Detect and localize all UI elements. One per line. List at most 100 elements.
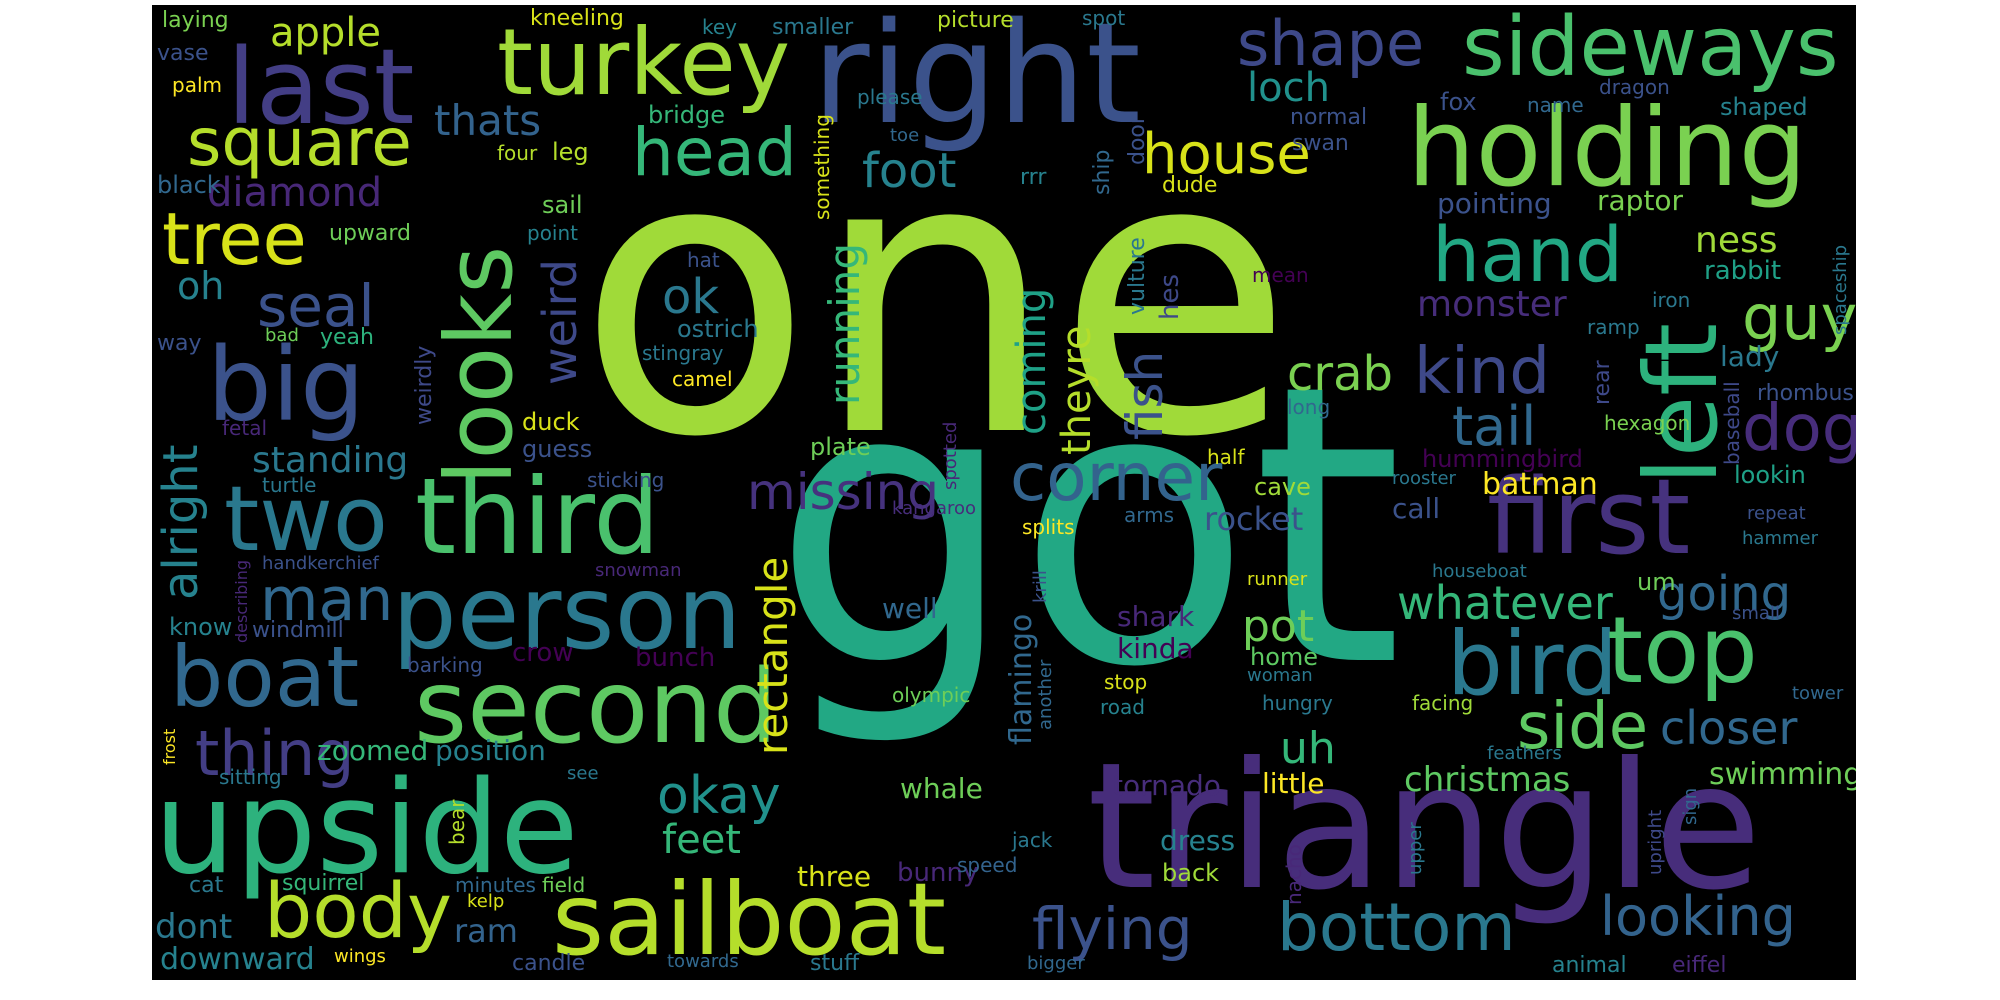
word-sail: sail: [542, 191, 583, 219]
word-rhombus: rhombus: [1757, 381, 1854, 406]
word-bunch: bunch: [635, 643, 716, 673]
word-spotted: spotted: [940, 421, 961, 490]
word-thats: thats: [434, 96, 542, 145]
word-see: see: [567, 763, 599, 784]
word-olympic: olympic: [892, 683, 971, 707]
word-cave: cave: [1254, 473, 1311, 501]
word-ness: ness: [1695, 220, 1778, 261]
word-plate: plate: [810, 433, 871, 461]
word-body: body: [264, 866, 452, 955]
word-hammer: hammer: [1742, 528, 1818, 549]
word-vulture: vulture: [1125, 237, 1150, 315]
word-head: head: [632, 114, 797, 191]
word-key: key: [702, 15, 738, 39]
word-rabbit: rabbit: [1704, 256, 1782, 286]
word-four: four: [497, 141, 538, 165]
word-facing: facing: [1412, 691, 1474, 715]
word-dragon: dragon: [1599, 75, 1670, 99]
word-ramp: ramp: [1587, 315, 1640, 339]
word-rear: rear: [1590, 360, 1615, 405]
word-sideways: sideways: [1462, 5, 1839, 95]
word-raptor: raptor: [1597, 184, 1684, 217]
word-loch: loch: [1247, 65, 1330, 111]
word-diamond: diamond: [207, 170, 383, 216]
word-guess: guess: [522, 435, 593, 463]
word-right: right: [812, 5, 1141, 156]
word-rocket: rocket: [1204, 500, 1304, 538]
word-tornado: tornado: [1112, 769, 1221, 802]
word-smaller: smaller: [772, 15, 854, 40]
word-please: please: [857, 85, 923, 109]
word-stuff: stuff: [810, 951, 860, 976]
word-monster: monster: [1417, 284, 1567, 325]
word-stingray: stingray: [642, 341, 724, 365]
word-square: square: [187, 104, 412, 181]
word-top: top: [1607, 597, 1758, 704]
word-laying: laying: [162, 8, 229, 33]
word-third: third: [415, 456, 660, 578]
word-kind: kind: [1414, 335, 1551, 409]
word-swan: swan: [1292, 131, 1349, 156]
word-another: another: [1035, 659, 1056, 730]
word-seal: seal: [257, 272, 375, 340]
word-zoomed: zoomed: [317, 734, 429, 767]
word-baseball: baseball: [1720, 381, 1744, 465]
word-turtle: turtle: [262, 473, 317, 497]
word-oh: oh: [177, 264, 225, 308]
word-pointing: pointing: [1437, 187, 1552, 220]
word-christmas: christmas: [1404, 760, 1571, 800]
word-yeah: yeah: [320, 325, 374, 350]
word-three: three: [797, 860, 872, 893]
word-call: call: [1392, 492, 1441, 525]
word-ram: ram: [454, 912, 518, 950]
word-runner: runner: [1247, 569, 1308, 590]
word-got: got: [772, 303, 1403, 751]
word-point: point: [527, 221, 579, 245]
word-looking: looking: [1600, 885, 1796, 948]
word-side: side: [1517, 690, 1649, 764]
word-bridge: bridge: [648, 101, 726, 129]
word-bigger: bigger: [1027, 953, 1085, 974]
word-holding: holding: [1407, 86, 1808, 211]
word-jack: jack: [1012, 828, 1053, 852]
word-stop: stop: [1104, 670, 1148, 694]
word-shark: shark: [1117, 600, 1195, 633]
word-kelp: kelp: [467, 891, 505, 912]
word-toe: toe: [890, 125, 920, 146]
word-splits: splits: [1022, 515, 1075, 539]
word-second: second: [414, 648, 778, 767]
word-bad: bad: [265, 325, 299, 346]
word-first: first: [1487, 456, 1691, 578]
word-looks: looks: [426, 245, 533, 485]
word-position: position: [435, 734, 546, 767]
word-lady: lady: [1720, 340, 1780, 373]
word-handkerchief: handkerchief: [262, 553, 379, 574]
word-picture: picture: [937, 8, 1014, 33]
word-upper: upper: [1405, 822, 1426, 875]
word-black: black: [157, 171, 221, 199]
word-windmill: windmill: [252, 618, 344, 643]
word-leg: leg: [552, 138, 589, 166]
word-ship: ship: [1090, 149, 1115, 195]
word-dont: dont: [155, 907, 233, 947]
word-way: way: [157, 331, 202, 356]
word-crow: crow: [512, 638, 574, 668]
word-iron: iron: [1652, 288, 1691, 312]
word-long: long: [1287, 395, 1331, 419]
word-half: half: [1207, 445, 1245, 469]
word-missing: missing: [747, 463, 940, 521]
word-fetal: fetal: [222, 416, 267, 440]
word-mean: mean: [1252, 263, 1309, 287]
word-alright: alright: [153, 444, 209, 600]
word-crab: crab: [1287, 346, 1394, 402]
word-swimming: swimming: [1709, 757, 1856, 792]
word-rooster: rooster: [1392, 468, 1456, 489]
word-sign: sign: [1680, 787, 1701, 825]
word-theyre: theyre: [1054, 325, 1100, 456]
word-minutes: minutes: [455, 873, 536, 897]
word-triangle: triangle: [1087, 726, 1762, 929]
word-spot: spot: [1082, 6, 1126, 30]
word-nacho: nacho: [1282, 844, 1306, 905]
word-feet: feet: [662, 817, 741, 863]
word-guy: guy: [1742, 281, 1856, 354]
